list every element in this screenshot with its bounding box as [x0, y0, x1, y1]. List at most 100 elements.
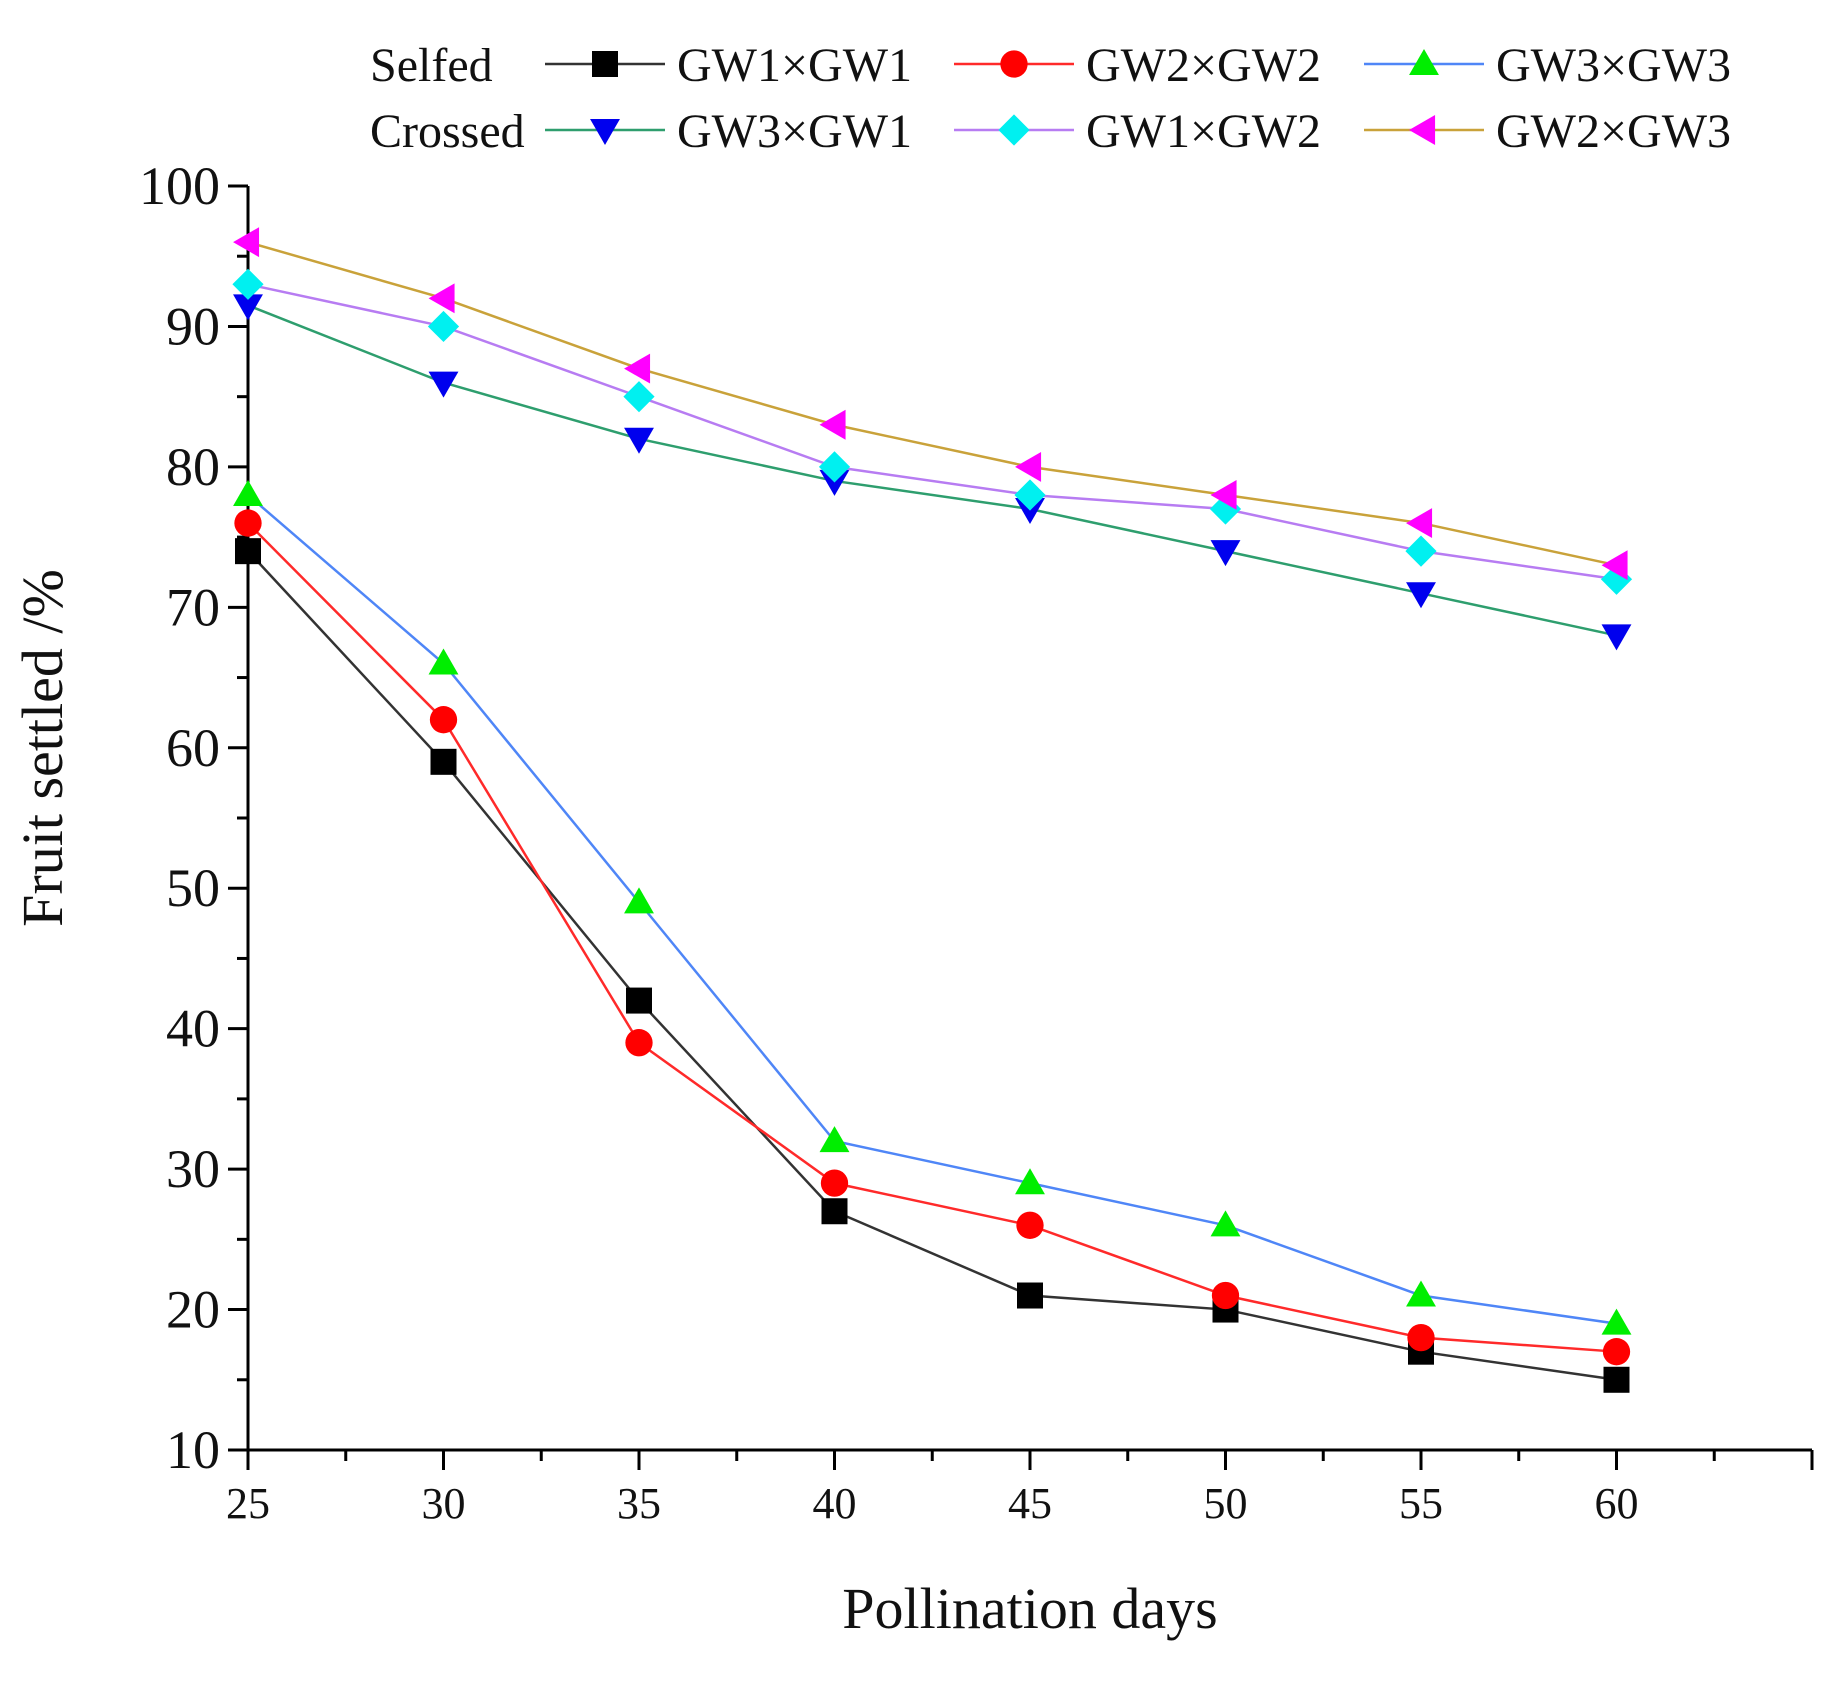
data-point — [625, 1029, 653, 1057]
data-point — [1603, 1366, 1630, 1393]
series-GW1×GW1 — [235, 538, 1630, 1393]
y-axis-title: Fruit settled /% — [10, 569, 75, 927]
data-point — [819, 469, 850, 496]
data-point — [428, 371, 459, 398]
series-GW1×GW2 — [232, 268, 1633, 595]
axes: 10 20 30 40 50 60 70 80 90 100 25 30 35 40 45 50 55 60 — [139, 156, 1814, 1528]
data-point — [818, 451, 851, 483]
legend-label: GW1×GW1 — [677, 39, 912, 92]
legend-marker — [1000, 50, 1028, 78]
data-point — [1017, 1282, 1043, 1309]
x-tick-label: 25 — [226, 1479, 270, 1528]
data-point — [232, 268, 264, 300]
legend-label: GW2×GW2 — [1086, 39, 1321, 92]
legend-label: GW3×GW1 — [677, 105, 912, 158]
data-point — [430, 748, 457, 775]
data-point — [623, 381, 655, 413]
series-GW3×GW3 — [233, 480, 1632, 1335]
x-tick-label: 55 — [1399, 1479, 1443, 1528]
x-tick-label: 40 — [813, 1479, 857, 1528]
series-line — [247, 240, 1617, 567]
legend-item: GW3×GW3 — [1364, 39, 1731, 92]
x-tick-label: 45 — [1008, 1479, 1052, 1528]
legend-item: GW1×GW2 — [954, 105, 1321, 158]
data-point — [624, 353, 651, 384]
data-point — [1406, 582, 1436, 609]
data-point — [1210, 480, 1237, 510]
y-tick-label: 70 — [166, 577, 220, 637]
data-point — [233, 294, 263, 321]
data-point — [429, 706, 458, 734]
legend-marker — [590, 118, 620, 145]
legend-marker — [1409, 49, 1439, 76]
y-tick-label: 50 — [166, 858, 220, 918]
data-point — [1406, 1280, 1436, 1307]
y-tick-label: 30 — [166, 1139, 220, 1199]
data-point — [624, 427, 654, 454]
y-tick-label: 80 — [166, 437, 220, 497]
y-tick-label: 90 — [166, 296, 220, 356]
series-GW2×GW3 — [233, 227, 1628, 581]
legend-label: GW3×GW3 — [1496, 39, 1731, 92]
legend-item: GW1×GW1 — [545, 39, 912, 92]
legend-label: GW1×GW2 — [1086, 105, 1321, 158]
series-layer — [232, 227, 1633, 1393]
legend-group-label: Crossed — [370, 105, 525, 158]
data-point — [821, 1198, 848, 1225]
series-line — [247, 494, 1617, 1325]
data-point — [428, 283, 455, 314]
data-point — [234, 509, 262, 537]
data-point — [1601, 1308, 1632, 1335]
x-axis-title: Pollination days — [842, 1576, 1217, 1641]
x-tick-label: 35 — [617, 1479, 661, 1528]
data-point — [428, 648, 459, 675]
legend-group-label: Selfed — [370, 39, 493, 92]
legend: Selfed GW1×GW1 GW2×GW2 GW3×GW3 Crossed GW3×GW… — [370, 39, 1731, 158]
data-point — [1016, 1211, 1044, 1239]
data-point — [1015, 451, 1042, 482]
legend-marker — [592, 51, 618, 77]
y-tick-label: 100 — [139, 156, 220, 216]
x-tick-label: 60 — [1595, 1479, 1639, 1528]
data-point — [624, 887, 654, 914]
data-point — [427, 310, 460, 343]
data-point — [626, 987, 652, 1014]
data-point — [1407, 1323, 1435, 1352]
data-point — [233, 480, 263, 507]
data-point — [1406, 508, 1433, 539]
data-point — [1014, 479, 1046, 511]
legend-item: GW2×GW3 — [1364, 105, 1731, 158]
legend-item: GW2×GW2 — [954, 39, 1321, 92]
legend-label: GW2×GW3 — [1496, 105, 1731, 158]
series-line — [247, 283, 1617, 581]
x-tick-label: 30 — [422, 1479, 466, 1528]
data-point — [1601, 624, 1632, 651]
data-point — [819, 409, 846, 440]
data-point — [1015, 497, 1045, 524]
data-point — [1210, 1210, 1241, 1237]
x-tick-label: 50 — [1204, 1479, 1248, 1528]
series-line — [247, 550, 1617, 1382]
data-point — [1209, 493, 1242, 525]
data-point — [1211, 1281, 1240, 1310]
series-GW3×GW1 — [233, 294, 1632, 651]
legend-marker — [1409, 115, 1436, 145]
y-tick-label: 10 — [166, 1420, 220, 1480]
series-line — [247, 522, 1617, 1353]
data-point — [1601, 550, 1628, 581]
data-point — [1602, 1338, 1631, 1366]
data-point — [820, 1169, 849, 1197]
y-tick-label: 60 — [166, 718, 220, 778]
data-point — [1210, 540, 1241, 567]
y-tick-label: 20 — [166, 1280, 220, 1340]
series-line — [247, 304, 1617, 637]
data-point — [1600, 563, 1633, 595]
series-GW2×GW2 — [234, 509, 1631, 1366]
data-point — [819, 1126, 850, 1153]
legend-item: GW3×GW1 — [545, 105, 912, 158]
data-point — [233, 227, 260, 258]
data-point — [1015, 1168, 1045, 1195]
data-point — [235, 538, 261, 565]
